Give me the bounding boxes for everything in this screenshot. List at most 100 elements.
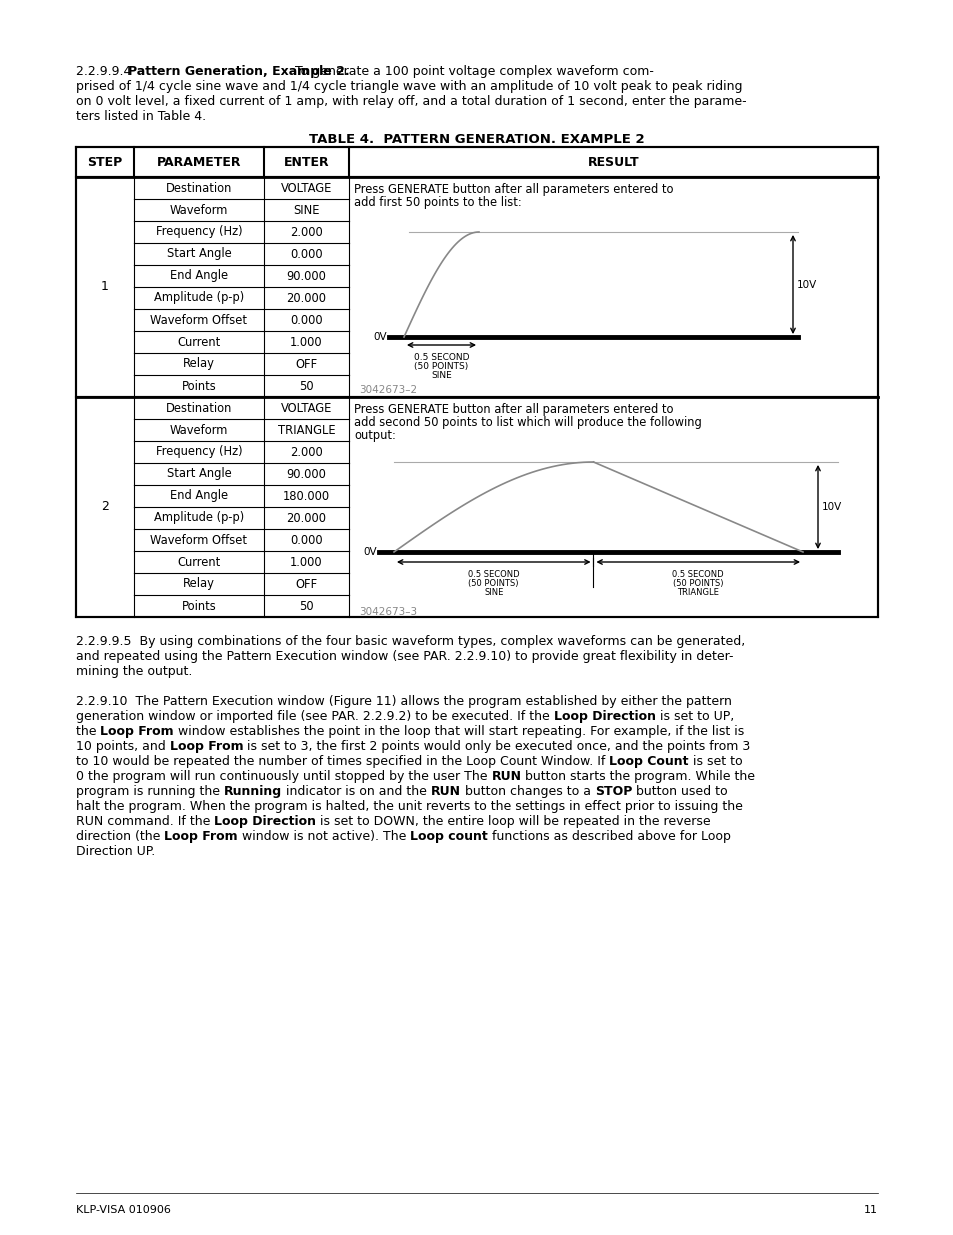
Text: RUN command. If the: RUN command. If the bbox=[76, 815, 214, 827]
Text: (50 POINTS): (50 POINTS) bbox=[672, 579, 722, 588]
Text: TRIANGLE: TRIANGLE bbox=[677, 588, 719, 597]
Bar bbox=[76, 147, 877, 177]
Text: is set to 3, the first 2 points would only be executed once, and the points from: is set to 3, the first 2 points would on… bbox=[243, 740, 750, 753]
Text: SINE: SINE bbox=[431, 370, 452, 380]
Text: 50: 50 bbox=[299, 599, 314, 613]
Text: 0.5 SECOND: 0.5 SECOND bbox=[414, 353, 469, 362]
Text: (50 POINTS): (50 POINTS) bbox=[414, 362, 468, 370]
Text: VOLTAGE: VOLTAGE bbox=[280, 401, 332, 415]
Text: 0.000: 0.000 bbox=[290, 247, 322, 261]
Text: 10V: 10V bbox=[821, 501, 841, 513]
Text: Amplitude (p-p): Amplitude (p-p) bbox=[153, 511, 244, 525]
Text: Relay: Relay bbox=[183, 578, 214, 590]
Bar bbox=[76, 177, 877, 396]
Text: 0V: 0V bbox=[363, 547, 376, 557]
Text: RUN: RUN bbox=[431, 785, 460, 798]
Text: Start Angle: Start Angle bbox=[167, 247, 232, 261]
Text: 90.000: 90.000 bbox=[286, 269, 326, 283]
Text: 2: 2 bbox=[101, 500, 109, 514]
Text: output:: output: bbox=[354, 429, 395, 442]
Text: 2.2.9.10  The Pattern Execution window (Figure 11) allows the program establishe: 2.2.9.10 The Pattern Execution window (F… bbox=[76, 695, 731, 708]
Text: Waveform: Waveform bbox=[170, 204, 228, 216]
Text: KLP-VISA 010906: KLP-VISA 010906 bbox=[76, 1205, 171, 1215]
Text: is set to UP,: is set to UP, bbox=[655, 710, 733, 722]
Text: 10V: 10V bbox=[796, 279, 817, 289]
Text: 0.000: 0.000 bbox=[290, 314, 322, 326]
Text: Destination: Destination bbox=[166, 401, 232, 415]
Text: 90.000: 90.000 bbox=[286, 468, 326, 480]
Text: Amplitude (p-p): Amplitude (p-p) bbox=[153, 291, 244, 305]
Text: Loop From: Loop From bbox=[100, 725, 174, 739]
Text: 1.000: 1.000 bbox=[290, 336, 322, 348]
Text: 10 points, and: 10 points, and bbox=[76, 740, 170, 753]
Text: 2.000: 2.000 bbox=[290, 226, 322, 238]
Text: End Angle: End Angle bbox=[170, 269, 228, 283]
Text: button used to: button used to bbox=[632, 785, 727, 798]
Text: is set to DOWN, the entire loop will be repeated in the reverse: is set to DOWN, the entire loop will be … bbox=[316, 815, 710, 827]
Text: 1.000: 1.000 bbox=[290, 556, 322, 568]
Text: VOLTAGE: VOLTAGE bbox=[280, 182, 332, 194]
Text: the: the bbox=[76, 725, 100, 739]
Text: 0.5 SECOND: 0.5 SECOND bbox=[672, 571, 723, 579]
Text: Loop count: Loop count bbox=[410, 830, 488, 844]
Text: ENTER: ENTER bbox=[283, 156, 329, 168]
Text: Relay: Relay bbox=[183, 357, 214, 370]
Text: Loop Direction: Loop Direction bbox=[553, 710, 655, 722]
Text: STOP: STOP bbox=[595, 785, 632, 798]
Text: Start Angle: Start Angle bbox=[167, 468, 232, 480]
Text: prised of 1/4 cycle sine wave and 1/4 cycle triangle wave with an amplitude of 1: prised of 1/4 cycle sine wave and 1/4 cy… bbox=[76, 80, 741, 93]
Text: Loop From: Loop From bbox=[164, 830, 237, 844]
Text: 3042673–3: 3042673–3 bbox=[358, 606, 416, 618]
Text: Points: Points bbox=[181, 599, 216, 613]
Text: 50: 50 bbox=[299, 379, 314, 393]
Text: Pattern Generation, Example 2.: Pattern Generation, Example 2. bbox=[128, 65, 349, 78]
Text: PARAMETER: PARAMETER bbox=[156, 156, 241, 168]
Text: Loop From: Loop From bbox=[170, 740, 243, 753]
Text: (50 POINTS): (50 POINTS) bbox=[468, 579, 518, 588]
Text: mining the output.: mining the output. bbox=[76, 664, 193, 678]
Text: Current: Current bbox=[177, 336, 220, 348]
Text: Frequency (Hz): Frequency (Hz) bbox=[155, 446, 242, 458]
Text: is set to: is set to bbox=[688, 755, 741, 768]
Text: Waveform Offset: Waveform Offset bbox=[151, 314, 247, 326]
Text: on 0 volt level, a fixed current of 1 amp, with relay off, and a total duration : on 0 volt level, a fixed current of 1 am… bbox=[76, 95, 746, 107]
Text: add first 50 points to the list:: add first 50 points to the list: bbox=[354, 196, 521, 209]
Text: 0.5 SECOND: 0.5 SECOND bbox=[468, 571, 519, 579]
Text: Press GENERATE button after all parameters entered to: Press GENERATE button after all paramete… bbox=[354, 183, 673, 196]
Text: 0.000: 0.000 bbox=[290, 534, 322, 547]
Text: program is running the: program is running the bbox=[76, 785, 224, 798]
Text: TRIANGLE: TRIANGLE bbox=[277, 424, 335, 436]
Text: Points: Points bbox=[181, 379, 216, 393]
Text: window is not active). The: window is not active). The bbox=[237, 830, 410, 844]
Text: Waveform: Waveform bbox=[170, 424, 228, 436]
Text: Waveform Offset: Waveform Offset bbox=[151, 534, 247, 547]
Text: button changes to a: button changes to a bbox=[460, 785, 595, 798]
Text: Loop Direction: Loop Direction bbox=[214, 815, 316, 827]
Text: 3042673–2: 3042673–2 bbox=[358, 385, 416, 395]
Text: to 10 would be repeated the number of times specified in the Loop Count Window. : to 10 would be repeated the number of ti… bbox=[76, 755, 609, 768]
Bar bbox=[76, 396, 877, 618]
Text: 180.000: 180.000 bbox=[283, 489, 330, 503]
Text: Current: Current bbox=[177, 556, 220, 568]
Text: Press GENERATE button after all parameters entered to: Press GENERATE button after all paramete… bbox=[354, 403, 673, 416]
Text: Running: Running bbox=[224, 785, 282, 798]
Text: OFF: OFF bbox=[295, 357, 317, 370]
Text: OFF: OFF bbox=[295, 578, 317, 590]
Text: 0V: 0V bbox=[373, 332, 387, 342]
Text: Loop Count: Loop Count bbox=[609, 755, 688, 768]
Text: and repeated using the Pattern Execution window (see PAR. 2.2.9.10) to provide g: and repeated using the Pattern Execution… bbox=[76, 650, 733, 663]
Text: 2.000: 2.000 bbox=[290, 446, 322, 458]
Text: 2.2.9.9.5  By using combinations of the four basic waveform types, complex wavef: 2.2.9.9.5 By using combinations of the f… bbox=[76, 635, 744, 648]
Text: generation window or imported file (see PAR. 2.2.9.2) to be executed. If the: generation window or imported file (see … bbox=[76, 710, 553, 722]
Text: SINE: SINE bbox=[293, 204, 319, 216]
Text: 11: 11 bbox=[863, 1205, 877, 1215]
Text: TABLE 4.  PATTERN GENERATION. EXAMPLE 2: TABLE 4. PATTERN GENERATION. EXAMPLE 2 bbox=[309, 133, 644, 146]
Text: RESULT: RESULT bbox=[587, 156, 639, 168]
Text: Direction UP.: Direction UP. bbox=[76, 845, 155, 858]
Text: window establishes the point in the loop that will start repeating. For example,: window establishes the point in the loop… bbox=[174, 725, 743, 739]
Text: To generate a 100 point voltage complex waveform com-: To generate a 100 point voltage complex … bbox=[291, 65, 653, 78]
Text: Frequency (Hz): Frequency (Hz) bbox=[155, 226, 242, 238]
Text: button starts the program. While the: button starts the program. While the bbox=[521, 769, 755, 783]
Text: 1: 1 bbox=[101, 280, 109, 294]
Text: RUN: RUN bbox=[491, 769, 521, 783]
